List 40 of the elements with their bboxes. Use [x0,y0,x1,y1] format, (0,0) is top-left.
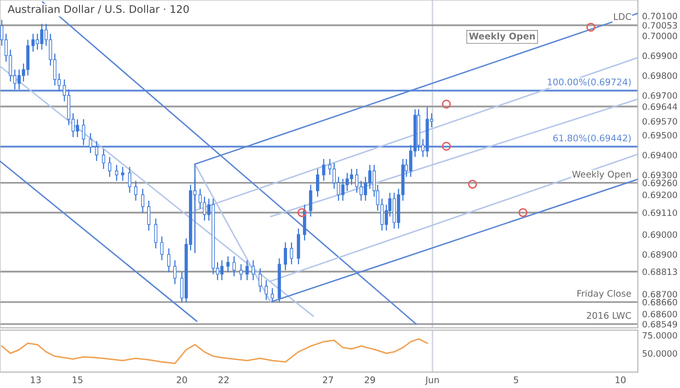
y-tick-label: 0.69300 [642,172,678,178]
ref-line-label: LDC [614,13,631,20]
y-tick-label: 0.69900 [642,52,678,60]
y-tick-label: 0.70053 [642,22,677,29]
y-tick-label: 0.68900 [642,251,678,258]
y-tick-label: 0.69000 [642,231,678,238]
y-tick-label: 0.70000 [642,32,678,40]
x-tick-label: 27 [322,376,334,384]
ref-line-label: 61.80%(0.69442) [553,134,631,142]
ref-line-label: Friday Close [578,290,631,299]
x-tick-label: 5 [514,376,518,384]
y-tick-label: 0.70100 [642,12,678,20]
x-tick-label: 20 [176,376,188,384]
x-tick-label: Jun [424,376,439,385]
x-tick-label: 13 [30,376,41,384]
y-tick-label: 0.69644 [642,103,678,110]
y-tick-label: 0.69200 [642,192,678,198]
y-tick-label: 0.68600 [642,310,678,318]
y-tick-label: 0.69260 [642,180,678,186]
y-tick-label: 0.68660 [642,298,678,306]
y-tick-label: 0.69400 [642,152,678,158]
x-tick-label: 15 [72,376,82,384]
y-tick-label: 0.68549 [642,320,678,328]
ref-line-label: 2016 LWC [586,312,631,319]
y-tick-label: 0.69500 [642,132,678,139]
y-tick-label: 0.69700 [642,92,678,99]
y-tick-label: 0.69800 [642,72,678,79]
y-tick-label: 75.0000 [642,332,678,339]
x-tick-label: 29 [364,376,375,384]
ref-line-label: 100.00%(0.69724) [548,78,631,86]
annotation: Weekly Open [469,32,535,42]
y-tick-label: 0.69570 [642,118,678,125]
y-tick-label: 0.69110 [642,209,678,216]
ref-line-label: Weekly Open [572,170,631,180]
y-tick-label: 0.68813 [642,268,677,276]
x-tick-label: 22 [218,376,228,384]
chart-title: Australian Dollar / U.S. Dollar · 120 [8,4,189,14]
y-tick-label: 50.0000 [642,350,678,357]
x-tick-label: 10 [616,376,626,384]
y-tick-label: 0.68700 [642,290,678,298]
